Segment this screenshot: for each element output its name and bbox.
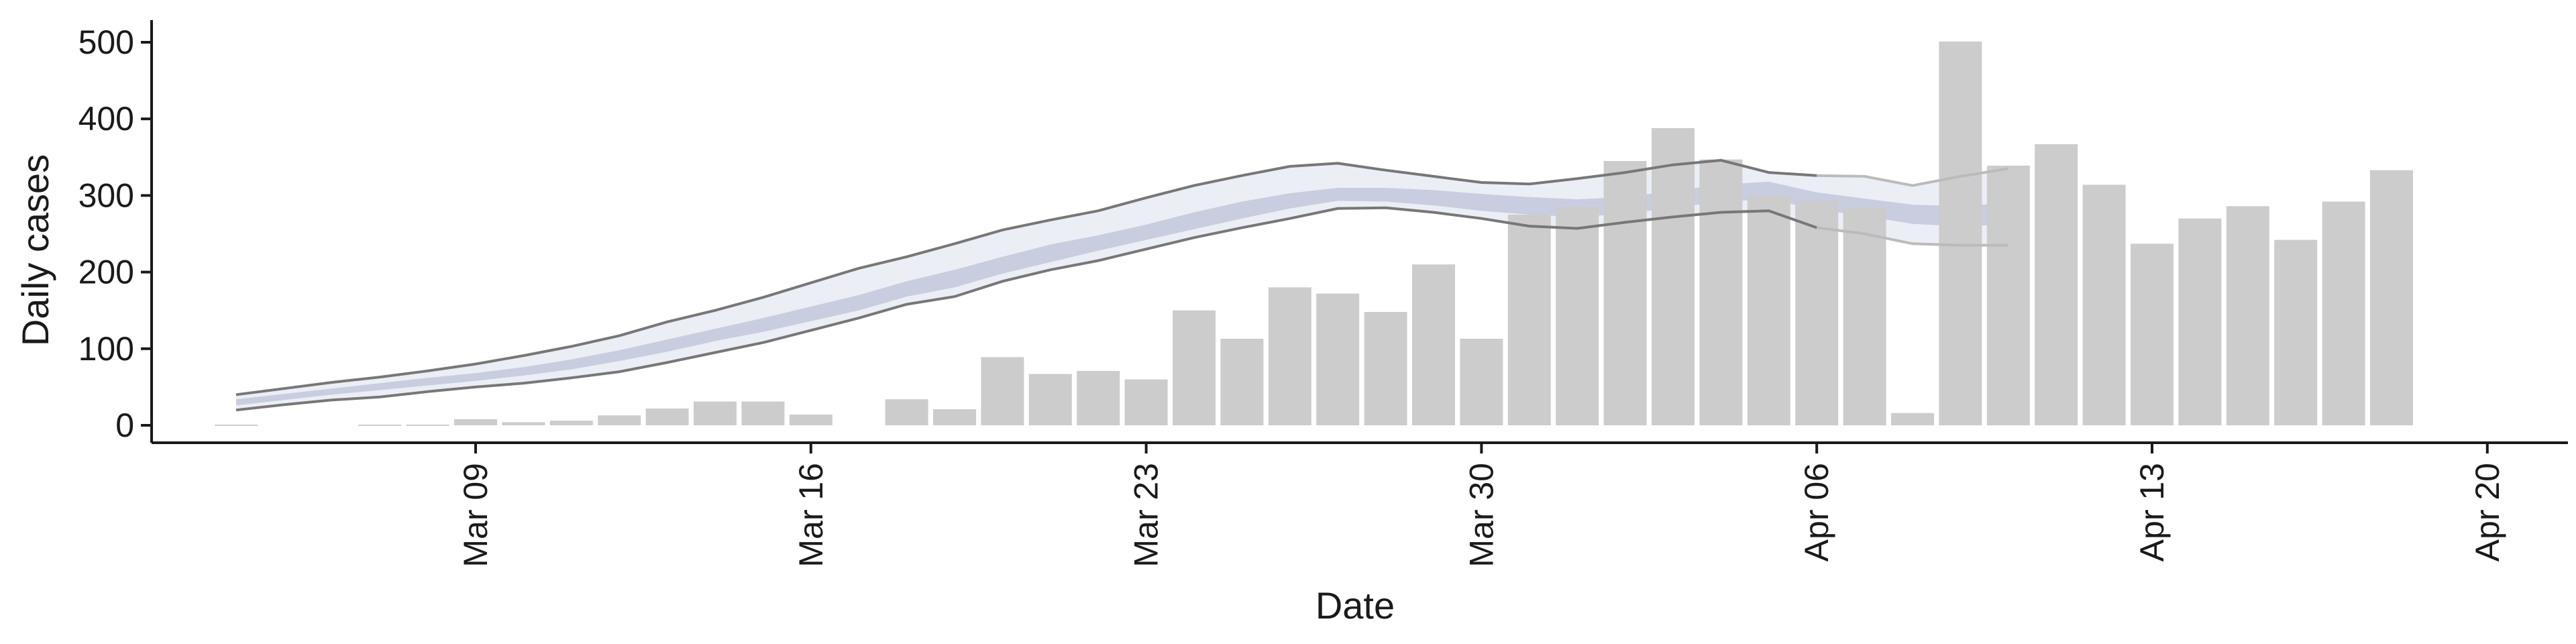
bar — [1795, 201, 1839, 425]
bar — [2322, 201, 2365, 425]
bar — [2274, 239, 2318, 425]
bar — [358, 424, 402, 426]
bar — [2178, 218, 2222, 425]
bar — [406, 424, 449, 426]
upper-bound-line-projection — [1817, 167, 2009, 187]
x-tick-label: Mar 16 — [792, 463, 830, 568]
bar — [1412, 264, 1455, 425]
x-tick-label: Mar 09 — [457, 463, 494, 568]
bar — [1173, 310, 1216, 425]
bar — [2082, 184, 2126, 425]
bar — [1220, 339, 1264, 425]
y-tick-label: 400 — [78, 100, 134, 138]
bar — [1316, 293, 1360, 425]
lower-bound-line-projection — [1816, 226, 2008, 247]
bar — [1939, 41, 1982, 425]
bar — [1556, 207, 1599, 425]
x-tick-label: Apr 13 — [2133, 463, 2171, 561]
estimate-band-layer — [236, 160, 2008, 411]
upper-bound-line — [235, 158, 1817, 396]
y-tick-label: 100 — [78, 330, 134, 368]
lower-bound-line — [235, 206, 1817, 412]
bar — [1124, 379, 1168, 425]
y-tick-label: 500 — [78, 23, 134, 61]
bar — [1460, 339, 1503, 425]
bar — [1699, 159, 1743, 425]
bar — [1843, 207, 1886, 425]
bar — [694, 401, 737, 425]
x-tick-label: Mar 30 — [1462, 463, 1500, 568]
bar — [1747, 195, 1790, 425]
axis-layer: 0 100 200 300 400 500 Mar 09 Mar 16 Mar 23 Mar 30… — [78, 20, 2568, 568]
bar — [1364, 312, 1407, 425]
bar — [1986, 165, 2030, 425]
bar — [2226, 206, 2269, 425]
bar — [645, 408, 689, 425]
bar — [598, 415, 641, 425]
estimate-line-layer — [235, 158, 2009, 412]
x-tick-label: Apr 20 — [2469, 463, 2506, 561]
bar — [2370, 170, 2413, 425]
bar — [789, 415, 833, 425]
bar — [215, 424, 258, 426]
bar — [2035, 144, 2078, 425]
bar — [502, 422, 545, 425]
bar — [1028, 374, 1072, 425]
bar-layer — [215, 41, 2413, 426]
bar — [2131, 244, 2174, 425]
x-axis-title: Date — [1316, 584, 1395, 627]
y-axis-title: Daily cases — [14, 154, 56, 346]
y-tick-label: 200 — [78, 254, 134, 291]
bar — [454, 419, 497, 425]
bar — [1077, 370, 1120, 425]
bar — [1507, 215, 1551, 425]
bar — [981, 357, 1024, 425]
bar — [1652, 127, 1695, 425]
bar — [741, 401, 785, 425]
bar — [1268, 287, 1311, 425]
bar — [1891, 413, 1934, 425]
bar — [933, 409, 976, 425]
y-tick-label: 0 — [115, 407, 134, 444]
x-tick-label: Mar 23 — [1128, 463, 1165, 568]
bar — [885, 399, 928, 425]
x-tick-label: Apr 06 — [1798, 463, 1835, 561]
bar — [549, 421, 593, 425]
y-tick-label: 300 — [78, 176, 134, 214]
bar — [1603, 161, 1647, 425]
